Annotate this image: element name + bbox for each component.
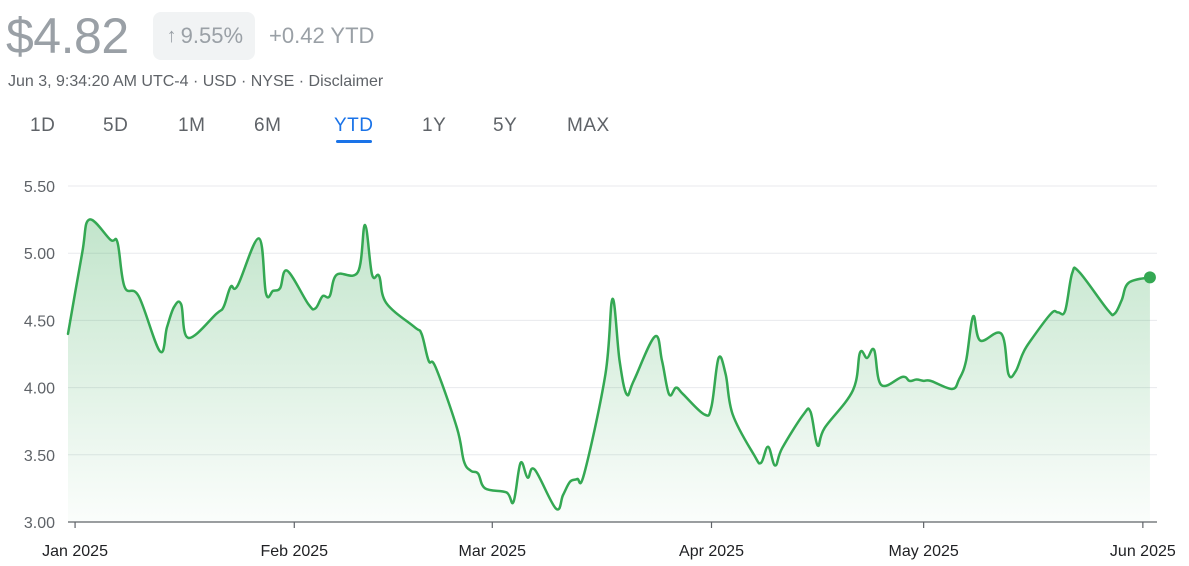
separator: · [294,73,309,90]
y-tick-label: 5.00 [24,246,55,263]
change-percent: 9.55% [180,23,244,48]
price-chart[interactable]: 5.50 5.00 4.50 4.00 3.50 3.00 Jan 2025 Feb 202… [0,160,1189,566]
last-price-dot [1143,271,1156,284]
tab-1m[interactable]: 1M [178,115,206,136]
quote-meta: Jun 3, 9:34:20 AM UTC-4 · USD · NYSE · D… [8,73,383,91]
quote-timestamp: Jun 3, 9:34:20 AM UTC-4 [8,73,189,90]
current-price: $4.82 [6,8,129,64]
x-tick-label: Jun 2025 [1110,543,1176,560]
separator: · [188,73,203,90]
change-absolute: +0.42 YTD [269,23,375,48]
exchange: NYSE [250,73,295,90]
y-axis: 5.50 5.00 4.50 4.00 3.50 3.00 [24,179,55,532]
x-tick-label: May 2025 [889,543,959,560]
disclaimer-link[interactable]: Disclaimer [308,73,384,90]
x-tick-label: Mar 2025 [458,543,526,560]
price-area [68,219,1150,522]
tab-5d[interactable]: 5D [103,115,129,136]
y-tick-label: 3.00 [24,515,55,532]
price-line [66,218,1152,511]
x-tick-label: Feb 2025 [260,543,328,560]
tab-5y[interactable]: 5Y [493,115,518,136]
active-tab-indicator [336,140,372,143]
range-tabs: 1D 5D 1M 6M YTD 1Y 5Y MAX [0,110,700,150]
tab-6m[interactable]: 6M [254,115,282,136]
tab-1y[interactable]: 1Y [422,115,447,136]
x-tick-label: Apr 2025 [679,543,744,560]
price-header: $4.82 ↑ 9.55% +0.42 YTD [6,6,374,66]
y-tick-label: 4.50 [24,313,55,330]
separator: · [236,73,251,90]
tab-1d[interactable]: 1D [30,115,56,136]
tab-max[interactable]: MAX [567,115,610,136]
y-tick-label: 3.50 [24,448,55,465]
x-tick-label: Jan 2025 [42,543,108,560]
arrow-up-icon: ↑ [166,24,177,47]
y-tick-label: 4.00 [24,381,55,398]
currency: USD [202,73,237,90]
change-percent-badge: ↑ 9.55% [152,12,256,60]
x-axis: Jan 2025 Feb 2025 Mar 2025 Apr 2025 May 2025… [42,522,1176,560]
tab-ytd[interactable]: YTD [334,115,374,136]
y-tick-label: 5.50 [24,179,55,196]
